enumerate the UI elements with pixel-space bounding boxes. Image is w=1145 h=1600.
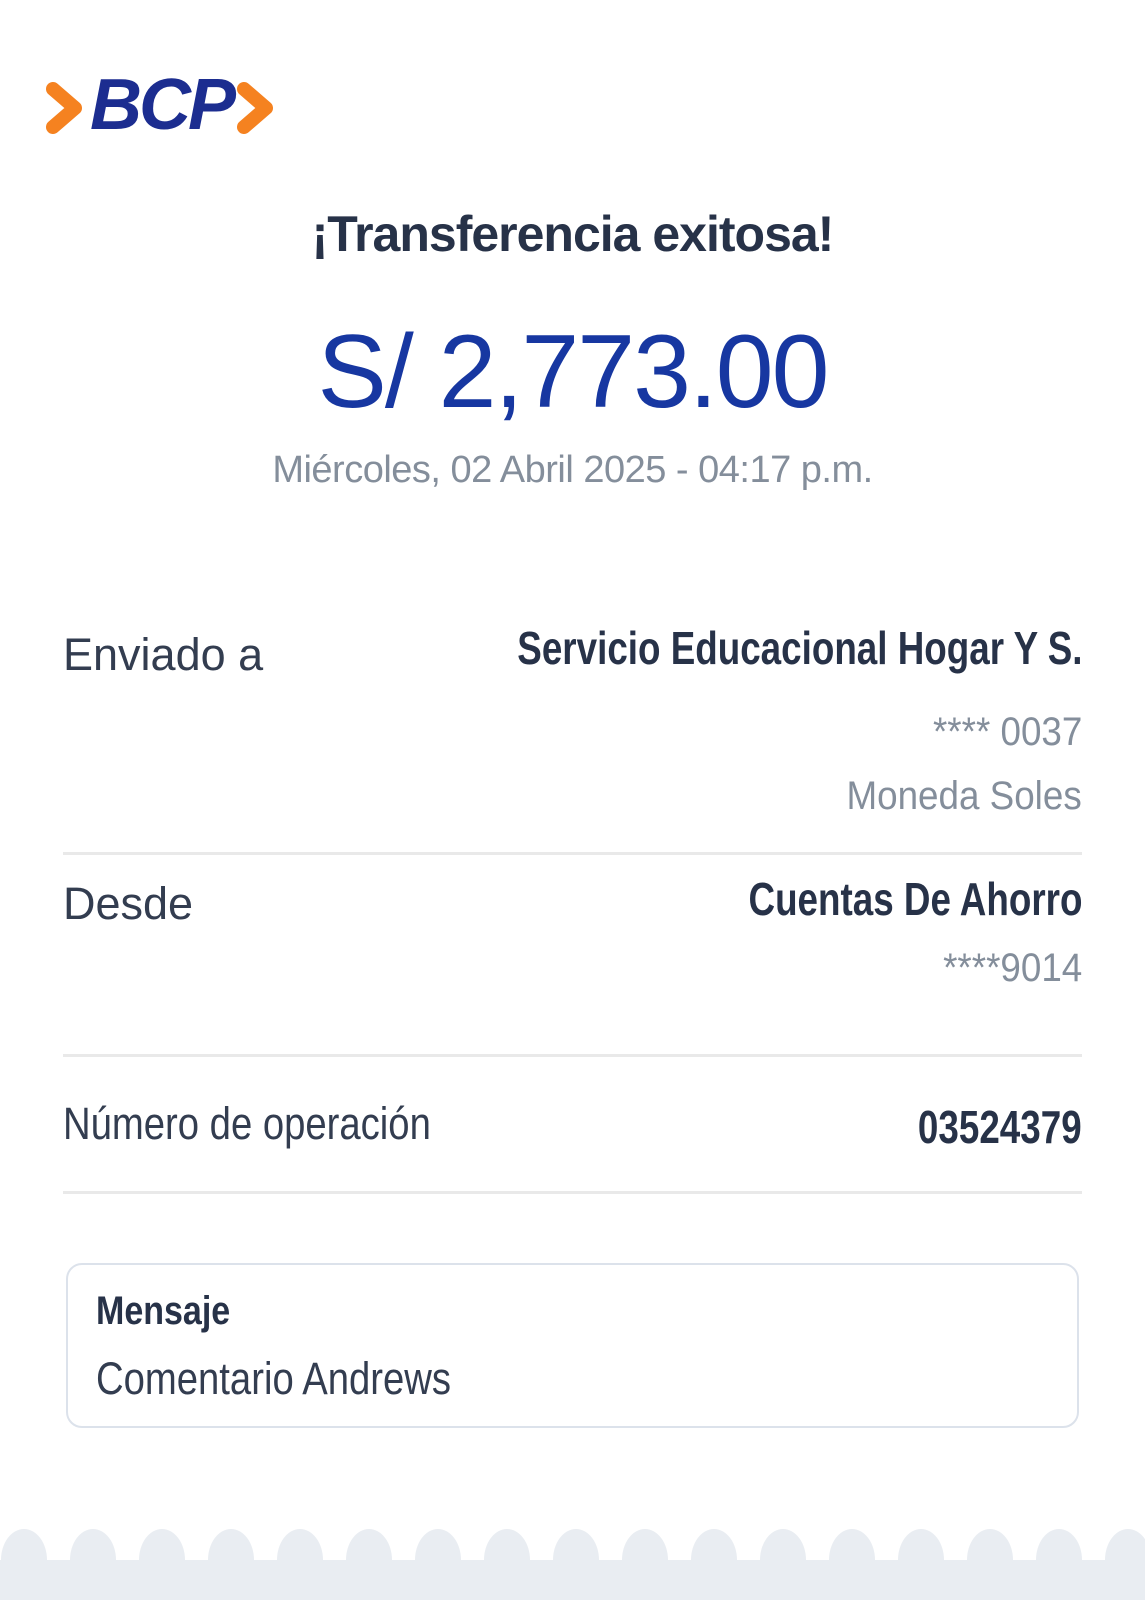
receipt-scallop-strip	[0, 1560, 1145, 1600]
from-label: Desde	[63, 878, 194, 929]
message-text: Comentario Andrews	[96, 1353, 452, 1404]
sent-to-currency: Moneda Soles	[846, 774, 1082, 818]
page-title: ¡Transferencia exitosa!	[311, 206, 835, 262]
divider	[63, 1054, 1082, 1057]
chevron-right-icon	[46, 82, 82, 134]
sent-to-label: Enviado a	[63, 629, 264, 680]
operation-number: 03524379	[918, 1101, 1082, 1153]
logo-text: BCP	[90, 65, 236, 145]
from-account-row: ****9014	[63, 946, 1082, 991]
sent-to-account-row: **** 0037	[63, 710, 1082, 755]
operation-number-row: 03524379	[63, 1100, 1082, 1154]
message-box: Mensaje Comentario Andrews	[66, 1263, 1079, 1428]
transfer-amount: S/ 2,773.00	[317, 314, 830, 430]
sent-to-account-masked: **** 0037	[932, 710, 1082, 754]
divider	[63, 1191, 1082, 1194]
chevron-right-icon	[237, 82, 274, 134]
sent-to-name: Servicio Educacional Hogar Y S.	[516, 622, 1082, 674]
divider	[63, 852, 1082, 855]
transfer-datetime: Miércoles, 02 Abril 2025 - 04:17 p.m.	[272, 449, 873, 491]
operation-number-label: Número de operación	[63, 1098, 431, 1149]
message-label: Mensaje	[96, 1289, 231, 1333]
bcp-logo: BCP	[44, 69, 277, 142]
from-account-name: Cuentas De Ahorro	[748, 873, 1082, 925]
from-account-masked: ****9014	[942, 946, 1082, 990]
sent-to-currency-row: Moneda Soles	[63, 774, 1082, 819]
receipt-scallop-edge	[1, 1529, 1145, 1560]
from-account-name-row: Cuentas De Ahorro	[63, 872, 1082, 926]
sent-to-name-row: Servicio Educacional Hogar Y S.	[63, 621, 1082, 675]
